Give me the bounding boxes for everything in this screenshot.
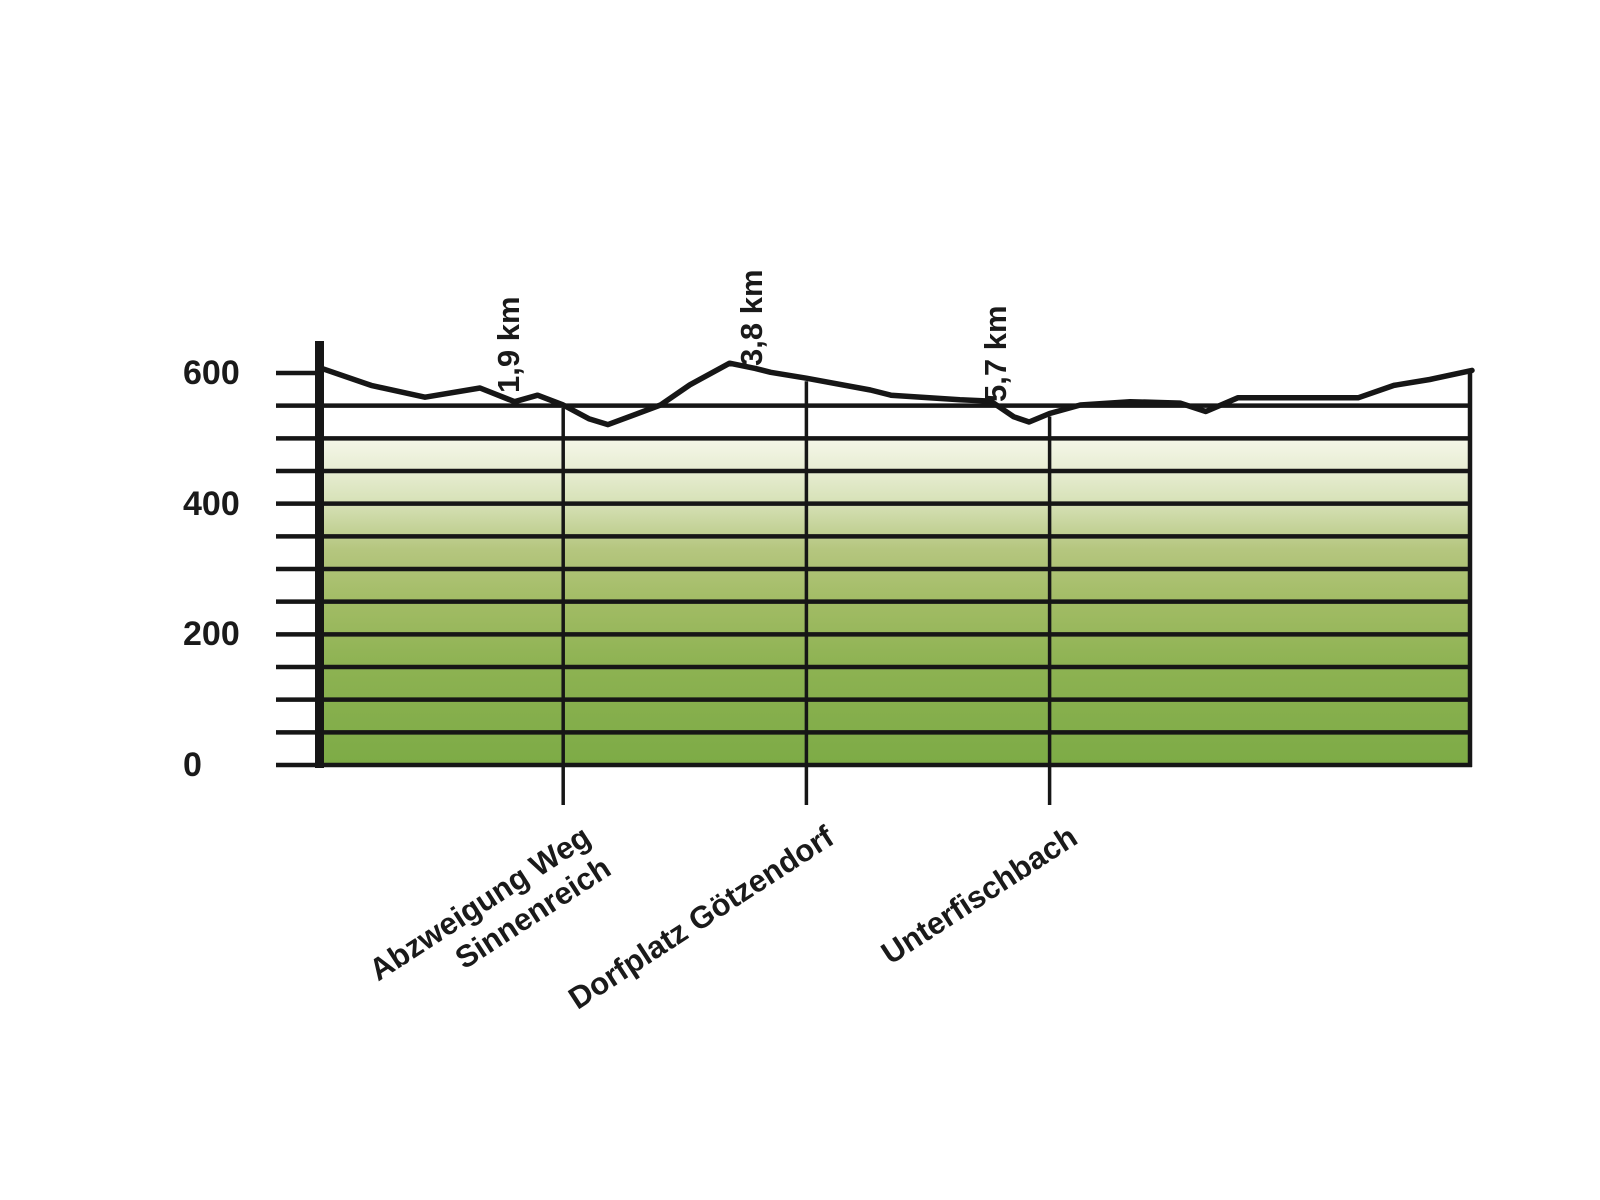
y-axis-label-0: 0 — [183, 746, 202, 784]
distance-label-3-8-km: 3,8 km — [734, 269, 770, 367]
distance-marker-lines — [561, 381, 1052, 805]
gridlines — [276, 370, 1472, 768]
y-axis-label-200: 200 — [183, 615, 240, 654]
distance-label-1-9-km: 1,9 km — [491, 296, 527, 393]
elevation-profile-line — [317, 360, 1475, 428]
y-axis-label-400: 400 — [183, 484, 240, 523]
y-axis — [315, 341, 324, 768]
y-axis-label-600: 600 — [183, 354, 240, 392]
distance-label-5-7-km: 5,7 km — [977, 304, 1013, 402]
